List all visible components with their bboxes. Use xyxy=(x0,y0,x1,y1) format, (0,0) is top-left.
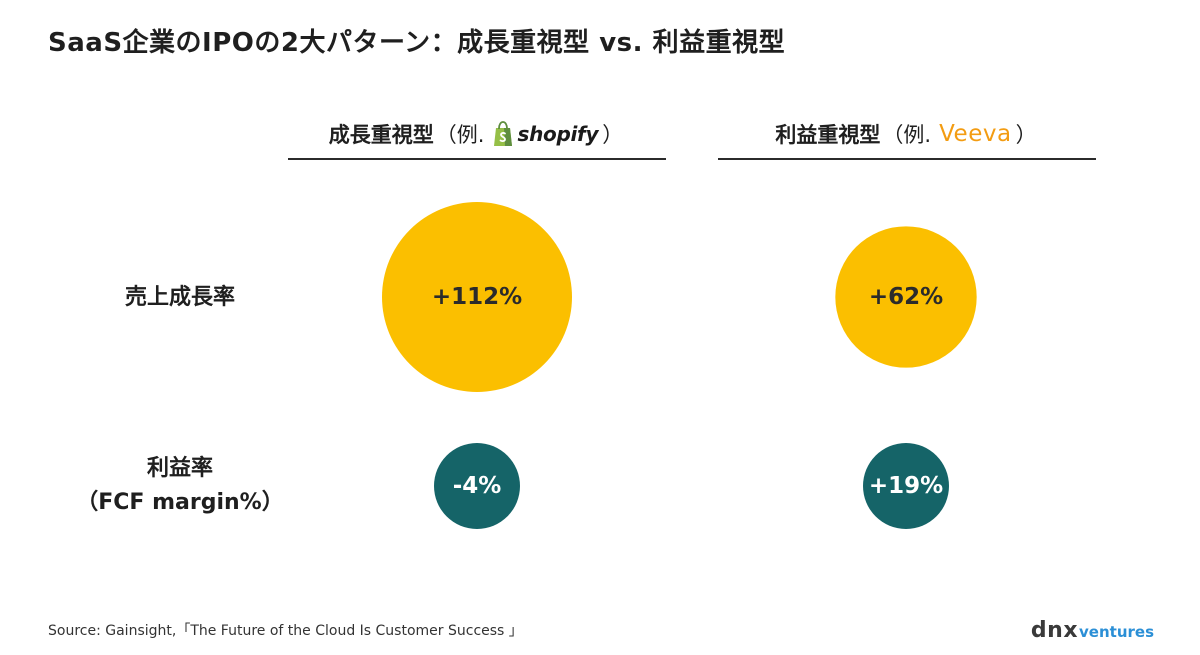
veeva-logo: Veeva xyxy=(939,121,1012,147)
bubble-profit-margin-growth xyxy=(434,443,520,529)
bubble-value-label: +19% xyxy=(869,473,943,499)
brand-part1: dnx xyxy=(1030,618,1079,643)
column-header-growth: 成長重視型 （例. shopify ） xyxy=(288,116,666,160)
paren-open: （例. xyxy=(435,123,485,147)
bubble-value-label: -4% xyxy=(453,473,502,499)
shopify-wordmark: shopify xyxy=(517,122,599,146)
dnx-ventures-logo: dnx ventures xyxy=(1031,618,1154,643)
bubble-revenue-growth-profit xyxy=(835,226,977,368)
row-label-revenue-growth: 売上成長率 xyxy=(100,281,260,315)
bubble-value-label: +62% xyxy=(869,284,943,310)
row-label-line: 利益率 xyxy=(146,456,213,481)
row-label-line: （FCF margin%） xyxy=(76,490,284,515)
paren-close: ） xyxy=(602,123,624,147)
paren-close: ） xyxy=(1015,123,1037,147)
shopify-logo: shopify xyxy=(492,121,598,147)
bubble-revenue-growth-growth xyxy=(382,202,572,392)
source-note: Source: Gainsight,「The Future of the Clo… xyxy=(48,623,523,639)
row-label-line: 売上成長率 xyxy=(124,285,235,310)
brand-part2: ventures xyxy=(1079,623,1154,641)
paren-open: （例. xyxy=(882,123,932,147)
row-label-profit-margin: 利益率 （FCF margin%） xyxy=(40,452,320,520)
bubble-value-label: +112% xyxy=(432,284,522,310)
column-header-profit: 利益重視型 （例. Veeva ） xyxy=(718,116,1096,160)
shopify-bag-icon xyxy=(494,121,513,146)
column-label: 利益重視型 xyxy=(775,123,881,147)
page-title: SaaS企業のIPOの2大パターン：成長重視型 vs. 利益重視型 xyxy=(48,28,786,58)
column-label: 成長重視型 xyxy=(328,123,434,147)
bubble-profit-margin-profit xyxy=(863,443,949,529)
